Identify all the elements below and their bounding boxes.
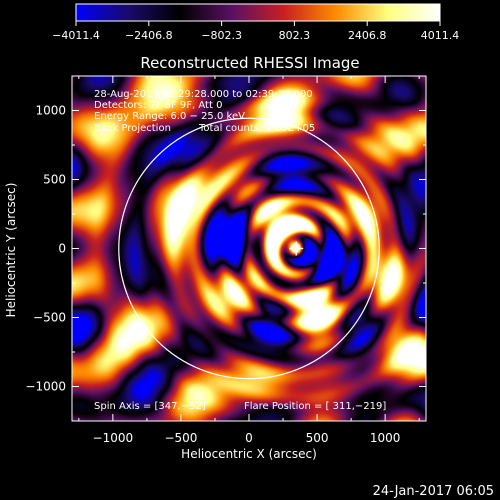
solar-limb-circle <box>118 117 380 380</box>
y-tick-label: 500 <box>43 173 66 187</box>
chart-title: Reconstructed RHESSI Image <box>140 54 359 72</box>
y-tick-label: −500 <box>33 311 66 325</box>
timestamp-label: 24-Jan-2017 06:05 <box>373 484 494 499</box>
y-axis-ticks: −1000 −500 0 500 1000 <box>25 75 426 422</box>
x-tick-label: 0 <box>245 431 253 445</box>
colorbar-tick-label: 2406.8 <box>348 29 387 42</box>
x-tick-label: −1000 <box>93 431 134 445</box>
colorbar-tick-label: 4011.4 <box>421 29 460 42</box>
spin-axis-label: Spin Axis = [347,−52] <box>94 401 206 412</box>
colorbar-tick-label: −2406.8 <box>125 29 173 42</box>
colorbar-labels: −4011.4 −2406.8 −802.3 802.3 2406.8 4011.4 <box>52 29 459 42</box>
colorbar-tick-label: −802.3 <box>201 29 242 42</box>
x-tick-label: 1000 <box>370 431 401 445</box>
y-tick-label: −1000 <box>25 380 66 394</box>
colorbar-ticks <box>75 21 441 26</box>
time-range-label: 28-Aug-2014 02:29:28.000 to 02:39:28.000 <box>94 89 313 100</box>
x-axis-ticks: −1000 −500 0 500 1000 <box>78 76 420 445</box>
y-axis-label: Heliocentric Y (arcsec) <box>4 183 18 318</box>
colorbar-tick-label: 802.3 <box>279 29 311 42</box>
x-tick-label: 500 <box>306 431 329 445</box>
colorbar <box>75 3 441 22</box>
total-counts-label: Total counts: 1.03E+05 <box>198 123 315 134</box>
colorbar-tick-label: −4011.4 <box>52 29 100 42</box>
y-tick-label: 0 <box>58 242 66 256</box>
detectors-label: Detectors: 7F 8F 9F, Att 0 <box>94 100 222 111</box>
energy-range-label: Energy Range: 6.0 − 25.0 keV <box>94 111 245 122</box>
flare-position-marker <box>289 241 304 256</box>
y-tick-label: 1000 <box>35 104 66 118</box>
x-axis-label: Heliocentric X (arcsec) <box>181 447 317 461</box>
x-tick-label: −500 <box>164 431 197 445</box>
heatmap-image <box>72 76 426 421</box>
flare-position-label: Flare Position = [ 311,−219] <box>244 401 386 412</box>
heatmap <box>72 76 426 421</box>
method-label: Back Projection <box>94 123 171 134</box>
